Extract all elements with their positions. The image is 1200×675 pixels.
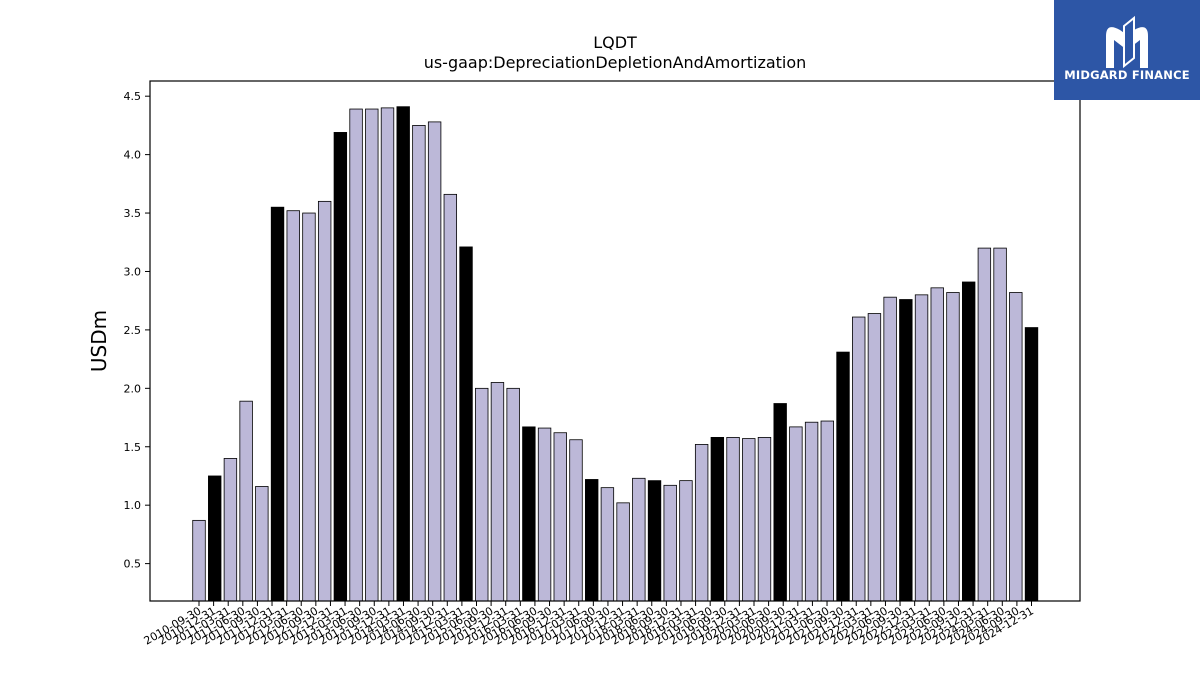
y-tick-label: 3.0 [124,265,142,278]
y-tick-label: 4.0 [124,149,142,162]
plot-frame [149,80,1081,602]
bar-2013-03-31 [349,108,363,602]
bar-2010-12-31 [208,475,222,602]
bar-2018-06-30 [679,480,693,602]
bar-2015-06-30 [490,382,505,602]
logo-mark-icon [1106,15,1148,69]
bar-2017-12-31 [647,480,662,602]
bar-2021-09-30 [883,296,897,602]
chart-title: LQDT [593,33,637,52]
midgard-finance-logo: MIDGARD FINANCE [1054,0,1200,100]
bar-2017-03-31 [600,487,615,602]
chart-subtitle: us-gaap:DepreciationDepletionAndAmortiza… [424,53,807,72]
bar-2016-09-30 [569,439,583,602]
bar-2011-03-31 [223,458,238,602]
bar-2012-09-30 [317,200,332,602]
y-tick-label: 3.5 [124,207,142,220]
bar-2012-03-31 [286,210,300,602]
bar-2012-06-30 [302,212,316,602]
bar-2014-09-30 [443,193,458,602]
bar-2014-03-31 [412,125,426,602]
bar-2023-03-31 [977,247,992,602]
bar-2015-03-31 [475,387,489,602]
bar-2010-09-30 [192,519,206,602]
bar-2018-03-31 [663,484,677,602]
bar-2017-06-30 [616,502,630,602]
bar-2020-03-31 [789,426,803,602]
bar-2019-09-30 [757,436,772,602]
logo-text: MIDGARD FINANCE [1064,68,1190,82]
bar-2014-12-31 [459,246,473,602]
bar-2012-12-31 [333,132,348,602]
bar-2021-12-31 [899,299,913,602]
bar-2019-06-30 [742,438,756,602]
bar-2022-09-30 [946,292,960,602]
y-tick-label: 0.5 [124,558,142,571]
bar-2023-09-30 [1009,292,1023,602]
y-tick-label: 1.0 [124,499,142,512]
y-axis-ticks: 0.5 1.0 1.5 2.0 2.5 3.0 3.5 4.0 4.5 [124,90,150,571]
bar-2013-12-31 [396,106,410,602]
bar-2020-06-30 [804,421,819,602]
bar-2011-09-30 [255,486,269,602]
bar-2022-03-31 [914,294,929,602]
bar-2018-12-31 [710,436,725,602]
bar-2017-09-30 [632,477,646,602]
bar-2013-09-30 [380,107,395,602]
bar-2015-12-31 [522,426,536,602]
bar-2022-06-30 [930,287,944,602]
bar-2011-06-30 [239,400,253,602]
y-axis-label: USDm [87,310,111,372]
bar-2013-06-30 [365,108,379,602]
bar-2016-06-30 [553,432,567,602]
bar-2023-06-30 [993,247,1007,602]
y-tick-label: 2.0 [124,382,142,395]
y-tick-label: 2.5 [124,324,142,337]
bar-2016-03-31 [537,427,552,602]
bar-2016-12-31 [585,479,599,602]
bar-2021-03-31 [852,316,866,602]
bar-2020-09-30 [820,420,834,602]
bar-2023-12-31 [1024,327,1039,602]
bar-2021-06-30 [867,313,882,602]
bar-2019-03-31 [726,436,740,602]
bar-2020-12-31 [836,351,850,602]
y-tick-label: 1.5 [124,441,142,454]
bar-2022-12-31 [961,281,976,602]
bar-2014-06-30 [427,121,442,602]
bar-2019-12-31 [773,403,787,602]
x-axis-ticks: 2010-09-302010-12-312011-03-312011-06-30… [142,601,1036,648]
y-tick-label: 4.5 [124,90,142,103]
bars-group [192,106,1039,602]
bar-2011-12-31 [270,206,285,602]
bar-2018-09-30 [694,444,709,602]
bar-2015-09-30 [506,387,520,602]
